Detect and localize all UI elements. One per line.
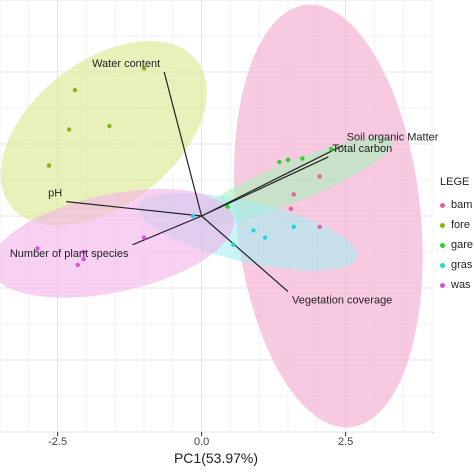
legend-swatch [440,242,445,248]
legend-swatch [440,202,445,208]
data-point-gras [251,228,256,233]
legend-item-bam: bam [440,199,472,211]
confidence-ellipse-bam [234,4,423,428]
vector-label: Number of plant species [10,248,129,260]
data-point-gras [190,213,196,219]
data-point-was [81,257,86,262]
data-point-was [75,262,80,268]
x-axis-label: PC1(53.97%) [174,450,258,466]
loading-vector [201,156,329,217]
data-point-fore [107,123,112,129]
data-point-fore [141,66,147,71]
legend-item-fore: fore [440,219,470,231]
data-point-was [35,246,40,251]
legend-label: gras [451,259,473,271]
legend-swatch [440,262,445,268]
data-point-gras [291,224,296,229]
data-point-was [141,235,147,240]
sample-points [35,66,334,268]
data-point-fore [72,87,78,93]
loading-vector [132,215,202,246]
legend-item-gras: gras [440,259,472,271]
legend-swatch [440,222,445,228]
legend-swatch [440,282,445,288]
data-point-bam [291,192,296,197]
data-point-fore [66,127,72,132]
loading-vector [201,215,289,293]
data-point-gare [300,156,305,161]
data-point-bam [317,174,322,179]
loading-vectors [66,71,343,293]
data-point-gras [231,242,236,247]
legend-label: gare [451,239,474,251]
vector-label: Water content [92,58,160,70]
legend-label: was [451,279,471,291]
data-point-was [81,249,86,255]
confidence-ellipse-was [0,188,234,298]
legend-label: fore [451,219,470,231]
data-point-gare [285,157,291,163]
legend-item-was: was [440,279,471,291]
data-point-fore [46,163,52,168]
legend-label: bam [451,199,473,211]
confidence-ellipse-fore [0,40,207,226]
data-point-gare [329,146,334,152]
x-tick-label: 0.0 [194,436,209,448]
loading-vector [66,201,202,217]
vector-label: pH [48,188,62,200]
legend-item-gare: gare [440,239,473,251]
x-tick-label: 2.5 [338,436,353,448]
group-ellipses [0,4,423,428]
data-point-gras [262,235,268,240]
x-axis-ticks: -2.5 0.0 2.5 [48,432,353,448]
data-point-bam [317,224,322,229]
x-tick-label: -2.5 [48,436,67,448]
vector-label: Total carbon [332,143,392,155]
data-point-gare [225,204,230,209]
vector-label: Soil organic Matter [347,131,439,143]
vector-label: Vegetation coverage [292,295,392,307]
loading-vector [201,144,343,217]
loading-vector [163,71,203,217]
legend-title: LEGE [440,176,470,188]
data-point-gare [277,159,282,165]
data-point-bam [288,206,294,211]
